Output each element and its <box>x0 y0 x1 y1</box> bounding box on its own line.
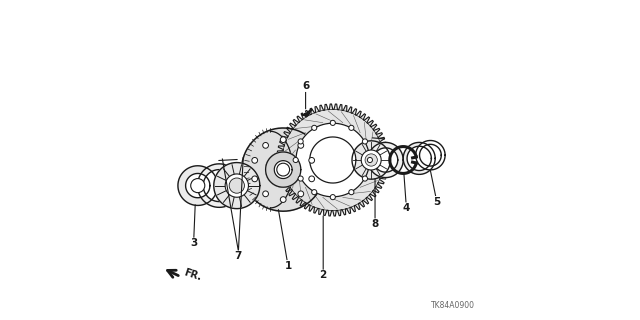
Polygon shape <box>374 148 398 172</box>
Circle shape <box>280 137 286 142</box>
Circle shape <box>191 179 205 193</box>
Circle shape <box>229 178 244 193</box>
Polygon shape <box>204 170 236 202</box>
Circle shape <box>330 120 335 125</box>
Text: 4: 4 <box>403 173 410 213</box>
Text: 6: 6 <box>302 81 309 109</box>
Circle shape <box>262 191 268 197</box>
Text: 5: 5 <box>430 171 440 207</box>
Circle shape <box>276 163 289 176</box>
Polygon shape <box>186 173 210 198</box>
Circle shape <box>330 195 335 200</box>
Circle shape <box>298 139 303 144</box>
Circle shape <box>312 125 317 131</box>
Text: 3: 3 <box>190 205 197 248</box>
Text: 7: 7 <box>235 251 242 261</box>
Circle shape <box>362 139 367 144</box>
Circle shape <box>312 189 317 195</box>
Circle shape <box>298 142 304 148</box>
Polygon shape <box>420 144 442 166</box>
Polygon shape <box>178 166 218 205</box>
Polygon shape <box>368 142 403 178</box>
Circle shape <box>362 176 367 181</box>
Circle shape <box>309 157 315 163</box>
Polygon shape <box>282 109 383 211</box>
Polygon shape <box>270 131 292 208</box>
Polygon shape <box>275 161 292 179</box>
Circle shape <box>309 176 315 182</box>
Polygon shape <box>266 152 301 187</box>
Polygon shape <box>277 104 388 216</box>
Polygon shape <box>242 128 325 211</box>
Circle shape <box>252 176 257 182</box>
Circle shape <box>367 157 372 163</box>
Text: 2: 2 <box>319 216 327 280</box>
Circle shape <box>262 142 268 148</box>
Text: TK84A0900: TK84A0900 <box>431 301 475 310</box>
Polygon shape <box>403 142 435 174</box>
Circle shape <box>293 157 298 163</box>
Circle shape <box>298 191 304 197</box>
Polygon shape <box>364 152 379 168</box>
Circle shape <box>225 174 248 197</box>
Text: FR.: FR. <box>183 268 203 283</box>
Text: 1: 1 <box>278 210 292 271</box>
Polygon shape <box>198 164 241 207</box>
Circle shape <box>349 125 354 131</box>
Polygon shape <box>407 146 431 171</box>
Polygon shape <box>296 123 370 197</box>
Circle shape <box>349 189 354 195</box>
Circle shape <box>298 176 303 181</box>
Circle shape <box>280 197 286 203</box>
Text: 8: 8 <box>371 179 379 229</box>
Circle shape <box>252 157 257 163</box>
Polygon shape <box>266 152 301 187</box>
Polygon shape <box>228 177 246 195</box>
Circle shape <box>365 154 378 166</box>
Polygon shape <box>214 163 260 209</box>
Circle shape <box>361 150 381 170</box>
Polygon shape <box>352 141 390 179</box>
Polygon shape <box>416 140 445 170</box>
Polygon shape <box>310 137 356 183</box>
